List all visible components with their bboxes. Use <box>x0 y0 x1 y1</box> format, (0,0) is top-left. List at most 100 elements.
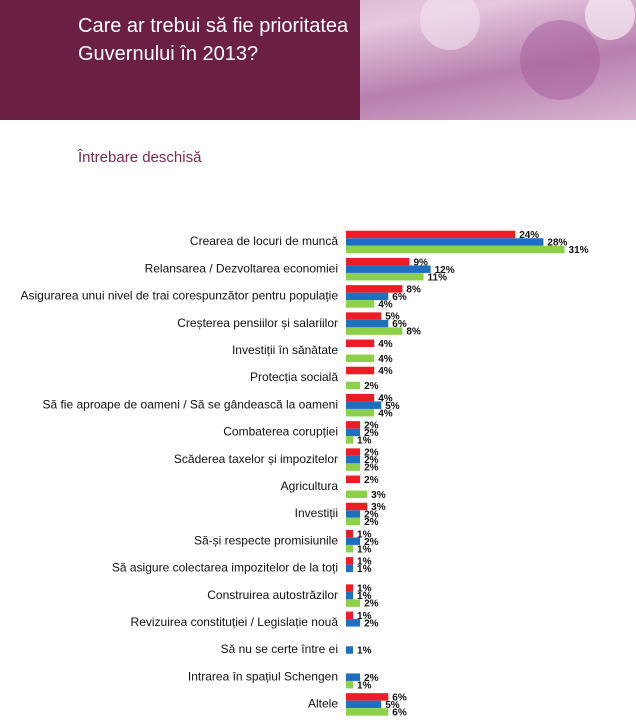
bar <box>346 700 382 709</box>
category-label: Protecția socială <box>250 370 338 384</box>
category-label: Să fie aproape de oameni / Să se gândeas… <box>42 397 338 411</box>
bar <box>346 272 424 281</box>
category-label: Să asigure colectarea impozitelor de la … <box>112 561 338 575</box>
bar <box>346 475 361 484</box>
bar <box>346 490 368 499</box>
category-label: Revizuirea constituției / Legislație nou… <box>131 615 339 629</box>
value-label: 2% <box>364 673 379 684</box>
category-label: Crearea de locuri de muncă <box>190 234 338 248</box>
bar <box>346 693 389 701</box>
bar <box>346 599 361 607</box>
value-label: 1% <box>357 529 372 540</box>
bar <box>346 619 361 627</box>
bar <box>346 354 375 363</box>
bar <box>346 319 389 328</box>
bar <box>346 230 516 239</box>
bar <box>346 428 361 437</box>
value-label: 1% <box>357 611 372 622</box>
category-label: Investiții în sănătate <box>232 343 338 357</box>
bar <box>346 245 565 254</box>
category-label: Altele <box>308 697 338 711</box>
bar <box>346 408 375 417</box>
value-label: 12% <box>435 265 455 276</box>
value-label: 3% <box>371 490 386 501</box>
value-label: 4% <box>378 300 393 311</box>
value-label: 4% <box>378 366 393 377</box>
value-label: 2% <box>364 463 379 474</box>
bar <box>346 381 361 390</box>
value-label: 2% <box>364 618 379 629</box>
category-label: Relansarea / Dezvoltarea economiei <box>145 261 338 275</box>
value-label: 4% <box>378 408 393 419</box>
header-band <box>0 0 360 120</box>
bar <box>346 680 354 689</box>
value-label: 2% <box>364 428 379 439</box>
value-label: 2% <box>364 455 379 466</box>
value-label: 2% <box>364 448 379 459</box>
category-label: Scăderea taxelor și impozitelor <box>174 452 338 466</box>
bar <box>346 312 382 320</box>
value-label: 1% <box>357 436 372 447</box>
value-label: 4% <box>378 339 393 350</box>
bar <box>346 327 403 335</box>
value-label: 8% <box>406 285 421 296</box>
value-label: 4% <box>378 393 393 404</box>
value-label: 2% <box>364 537 379 548</box>
bar <box>346 238 544 246</box>
bar <box>346 436 354 444</box>
value-label: 9% <box>413 257 428 268</box>
category-label: Să nu se certe între ei <box>221 642 338 656</box>
value-label: 5% <box>385 312 400 323</box>
bar <box>346 463 361 471</box>
value-label: 6% <box>392 319 407 330</box>
value-label: 6% <box>392 292 407 303</box>
bar <box>346 611 354 620</box>
bar <box>346 285 403 293</box>
value-label: 11% <box>428 272 448 283</box>
category-label: Creșterea pensiilor și salariilor <box>177 316 338 330</box>
category-label: Să-și respecte promisiunile <box>194 533 338 547</box>
bar <box>346 708 389 716</box>
chart: Crearea de locuri de muncă 24% 28%31% Relan… <box>20 230 588 718</box>
value-label: 1% <box>357 680 372 691</box>
value-label: 1% <box>357 584 372 595</box>
value-label: 2% <box>364 510 379 521</box>
value-label: 6% <box>392 693 407 704</box>
bar <box>346 591 354 600</box>
bar <box>346 673 361 681</box>
value-label: 1% <box>357 564 372 575</box>
bar <box>346 455 361 464</box>
value-label: 4% <box>378 354 393 365</box>
value-label: 31% <box>569 245 589 256</box>
bar <box>346 257 410 266</box>
bar <box>346 564 354 573</box>
bar <box>346 292 389 301</box>
category-label: Construirea autostrăzilor <box>207 588 338 602</box>
bar <box>346 421 361 429</box>
value-label: 2% <box>364 421 379 432</box>
bar <box>346 517 361 526</box>
category-label: Investiții <box>295 506 338 520</box>
value-label: 2% <box>364 475 379 486</box>
value-label: 24% <box>519 230 539 241</box>
bar <box>346 544 354 553</box>
bar <box>346 448 361 456</box>
title-line: Guvernului în 2013? <box>78 43 258 65</box>
value-label: 8% <box>406 327 421 338</box>
value-label: 1% <box>357 544 372 555</box>
bar <box>346 502 368 511</box>
value-label: 2% <box>364 599 379 610</box>
bar <box>346 366 375 375</box>
value-label: 2% <box>364 517 379 528</box>
subtitle: Întrebare deschisă <box>77 149 202 166</box>
bar <box>346 537 361 545</box>
value-label: 1% <box>357 646 372 657</box>
bar <box>346 584 354 592</box>
bar <box>346 300 375 308</box>
value-label: 28% <box>547 238 567 249</box>
bar <box>346 265 431 273</box>
bar <box>346 510 361 518</box>
category-label: Agricultura <box>281 479 339 493</box>
value-label: 3% <box>371 502 386 513</box>
